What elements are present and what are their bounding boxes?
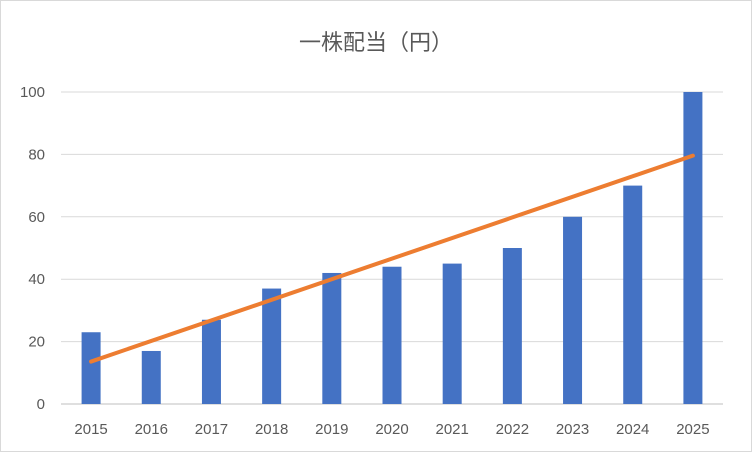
bar-2025 — [683, 92, 703, 404]
bar-2017 — [201, 319, 221, 404]
bar-2021 — [442, 263, 462, 404]
y-tick-label: 80 — [28, 146, 45, 163]
x-tick-label: 2023 — [556, 421, 589, 438]
y-tick-label: 100 — [20, 84, 45, 101]
bar-2016 — [141, 350, 161, 404]
bar-2024 — [623, 185, 643, 404]
trendline — [89, 153, 695, 364]
y-axis-ticks: 0 20 40 60 80 100 — [20, 84, 45, 413]
x-tick-label: 2025 — [676, 421, 709, 438]
x-tick-label: 2021 — [435, 421, 468, 438]
x-tick-label: 2015 — [74, 421, 107, 438]
x-tick-label: 2024 — [616, 421, 649, 438]
x-tick-label: 2022 — [496, 421, 529, 438]
x-tick-label: 2018 — [255, 421, 288, 438]
bar-2023 — [563, 216, 583, 404]
chart-title: 一株配当（円） — [298, 31, 453, 56]
y-tick-label: 40 — [28, 271, 45, 288]
y-tick-label: 0 — [37, 396, 45, 413]
bar-2015 — [81, 332, 101, 404]
bar-2019 — [322, 272, 342, 404]
trendline-layer — [89, 153, 695, 364]
y-tick-label: 20 — [28, 334, 45, 351]
bar-2020 — [382, 266, 402, 404]
x-tick-label: 2017 — [195, 421, 228, 438]
x-tick-label: 2020 — [375, 421, 408, 438]
bar-2022 — [502, 248, 522, 404]
x-tick-label: 2016 — [135, 421, 168, 438]
bar-series — [81, 92, 703, 404]
bar-2018 — [262, 288, 282, 404]
y-tick-label: 60 — [28, 209, 45, 226]
x-tick-label: 2019 — [315, 421, 348, 438]
x-axis-ticks: 2015 2016 2017 2018 2019 2020 2021 2022 2023 2024… — [74, 421, 709, 438]
